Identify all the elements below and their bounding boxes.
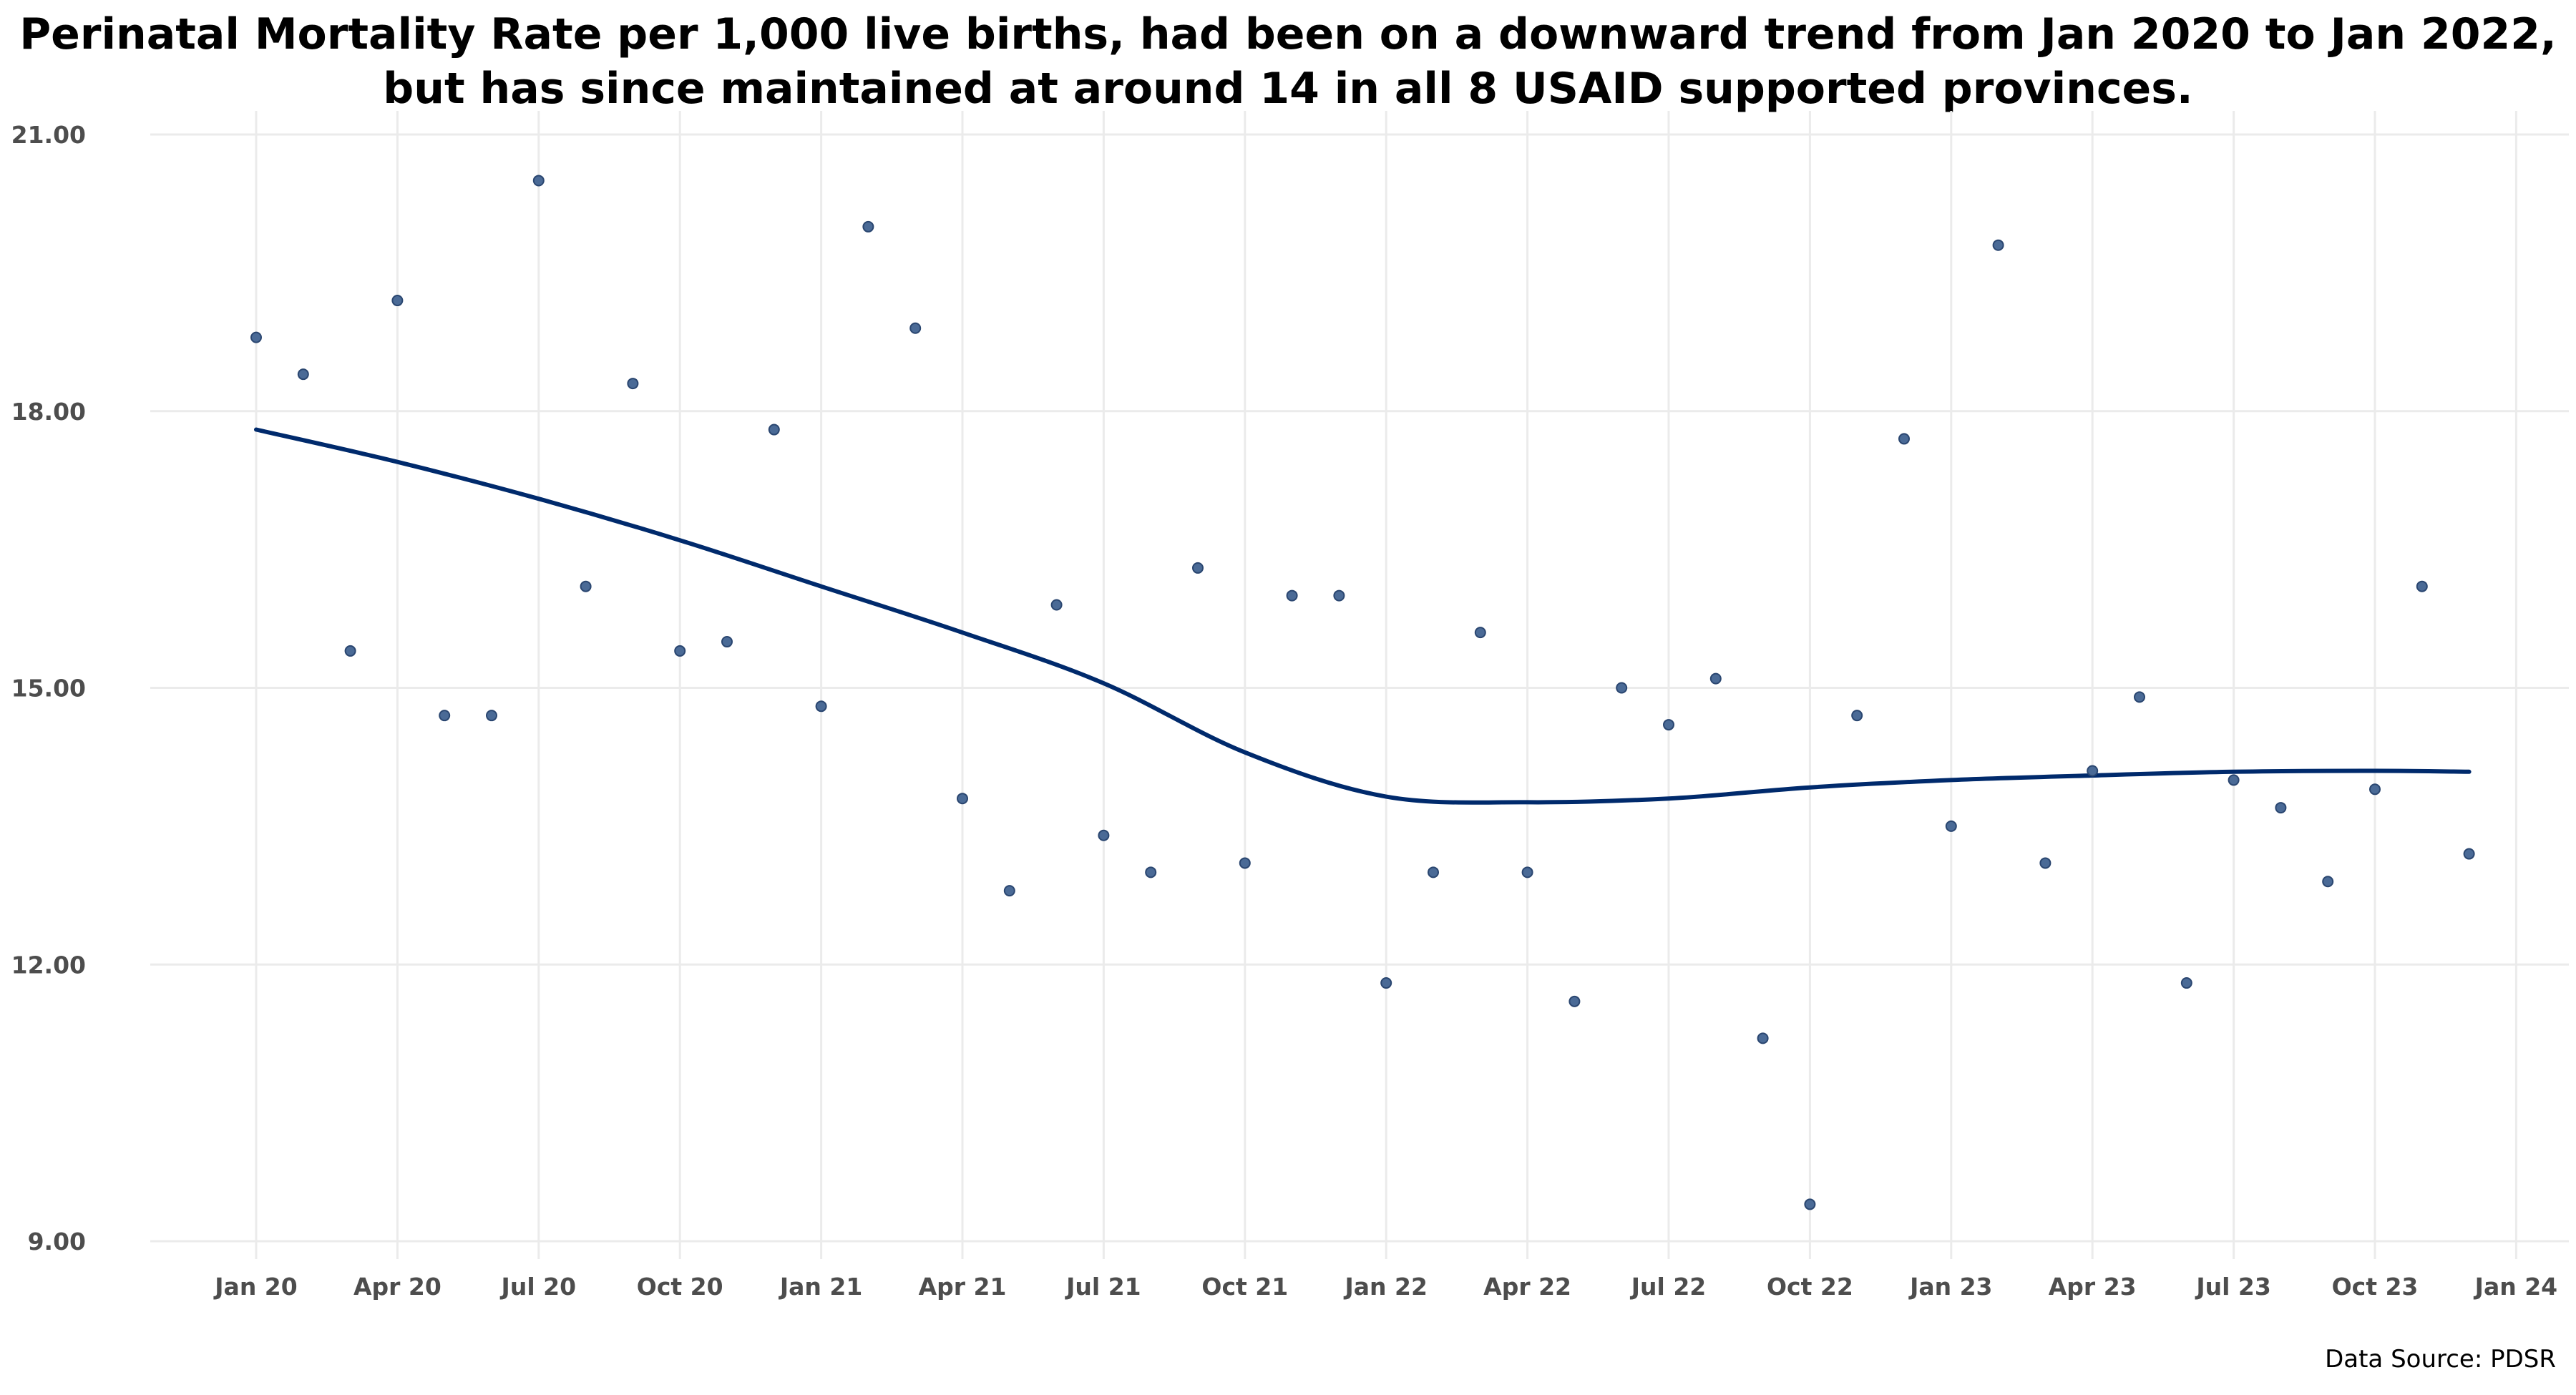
data-point bbox=[1898, 433, 1910, 445]
y-axis-ticks: 9.00 12.00 15.00 18.00 21.00 bbox=[11, 121, 86, 1256]
x-tick-label: Apr 23 bbox=[2049, 1273, 2137, 1301]
x-tick-label: Apr 21 bbox=[919, 1273, 1007, 1301]
data-point bbox=[2416, 580, 2428, 592]
data-point bbox=[1098, 829, 1110, 841]
x-tick-label: Apr 22 bbox=[1483, 1273, 1571, 1301]
x-tick-label: Oct 20 bbox=[637, 1273, 723, 1301]
chart-title: Perinatal Mortality Rate per 1,000 live … bbox=[0, 7, 2576, 116]
data-point bbox=[674, 645, 686, 657]
data-point bbox=[1380, 977, 1392, 989]
data-point bbox=[2087, 765, 2099, 777]
data-point bbox=[2463, 848, 2475, 860]
data-point bbox=[2228, 774, 2240, 786]
y-tick-label: 12.00 bbox=[11, 951, 86, 979]
x-tick-label: Jul 22 bbox=[1630, 1273, 1707, 1301]
data-point bbox=[1239, 857, 1251, 869]
data-point bbox=[1709, 672, 1722, 685]
x-tick-label: Jan 22 bbox=[1343, 1273, 1427, 1301]
data-point bbox=[2275, 802, 2287, 814]
data-point bbox=[1992, 239, 2004, 251]
data-point bbox=[862, 220, 874, 232]
data-point bbox=[2180, 977, 2192, 989]
data-point bbox=[391, 295, 404, 307]
data-point bbox=[1333, 589, 1345, 602]
data-point bbox=[815, 700, 827, 713]
x-tick-label: Jan 20 bbox=[213, 1273, 297, 1301]
x-tick-label: Jul 20 bbox=[500, 1273, 577, 1301]
x-tick-label: Jul 23 bbox=[2195, 1273, 2271, 1301]
data-point bbox=[2322, 876, 2334, 888]
data-point bbox=[2039, 857, 2051, 869]
data-point bbox=[1568, 995, 1581, 1007]
data-point bbox=[344, 645, 356, 657]
data-point bbox=[1804, 1198, 1816, 1210]
data-point bbox=[1003, 885, 1015, 897]
chart-title-line-1: Perinatal Mortality Rate per 1,000 live … bbox=[19, 9, 2557, 59]
data-point bbox=[1050, 599, 1063, 611]
data-point bbox=[1521, 866, 1533, 878]
data-point bbox=[2369, 783, 2381, 796]
data-point bbox=[768, 424, 780, 436]
y-tick-label: 18.00 bbox=[11, 398, 86, 426]
y-tick-label: 9.00 bbox=[28, 1228, 86, 1256]
x-tick-label: Oct 22 bbox=[1767, 1273, 1853, 1301]
data-point bbox=[2134, 691, 2145, 703]
grid-lines bbox=[150, 111, 2569, 1259]
x-tick-label: Jul 21 bbox=[1065, 1273, 1141, 1301]
data-point bbox=[1145, 866, 1157, 878]
data-point bbox=[1286, 589, 1298, 602]
x-tick-label: Jan 23 bbox=[1908, 1273, 1992, 1301]
y-tick-label: 15.00 bbox=[11, 675, 86, 703]
data-point bbox=[580, 580, 592, 592]
data-point bbox=[250, 331, 262, 343]
data-point bbox=[1757, 1032, 1769, 1044]
x-tick-label: Jan 24 bbox=[2474, 1273, 2557, 1301]
data-point bbox=[486, 710, 497, 722]
data-point bbox=[1474, 627, 1486, 639]
x-tick-label: Apr 20 bbox=[353, 1273, 441, 1301]
data-point bbox=[957, 793, 968, 805]
x-tick-label: Oct 23 bbox=[2332, 1273, 2419, 1301]
chart-title-line-2: but has since maintained at around 14 in… bbox=[383, 64, 2193, 114]
data-point bbox=[1428, 866, 1439, 878]
data-point bbox=[909, 322, 922, 334]
x-tick-label: Oct 21 bbox=[1201, 1273, 1288, 1301]
data-points bbox=[250, 175, 2475, 1210]
data-point bbox=[627, 378, 639, 390]
data-point bbox=[1663, 719, 1674, 731]
data-point bbox=[721, 636, 733, 648]
data-source-note: Data Source: PDSR bbox=[2325, 1345, 2556, 1374]
x-tick-label: Jan 21 bbox=[779, 1273, 862, 1301]
data-point bbox=[532, 175, 545, 187]
x-axis-ticks: Jan 20 Apr 20 Jul 20 Oct 20 Jan 21 Apr 21 Jul … bbox=[213, 1273, 2557, 1301]
trend-line bbox=[254, 427, 2472, 805]
data-point bbox=[1945, 820, 1957, 832]
data-point bbox=[1616, 682, 1628, 694]
data-point bbox=[297, 368, 309, 381]
data-point bbox=[1192, 562, 1204, 574]
data-point bbox=[439, 710, 451, 722]
y-tick-label: 21.00 bbox=[11, 121, 86, 149]
data-point bbox=[1851, 710, 1863, 722]
